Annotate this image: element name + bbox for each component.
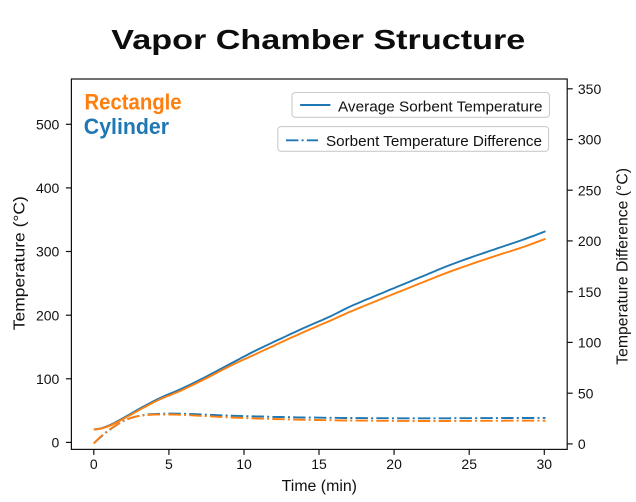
svg-text:20: 20	[386, 456, 402, 472]
svg-text:500: 500	[36, 117, 60, 133]
svg-text:5: 5	[165, 456, 173, 472]
svg-text:0: 0	[90, 456, 98, 472]
svg-text:Average Sorbent Temperature: Average Sorbent Temperature	[338, 99, 543, 115]
svg-text:Time (min): Time (min)	[282, 478, 357, 495]
svg-text:Cylinder: Cylinder	[84, 114, 170, 139]
svg-text:Rectangle: Rectangle	[85, 90, 182, 115]
svg-text:Temperature (°C): Temperature (°C)	[11, 196, 28, 330]
svg-text:Vapor Chamber Structure: Vapor Chamber Structure	[111, 24, 525, 55]
svg-text:200: 200	[36, 307, 60, 323]
svg-text:0: 0	[578, 436, 586, 452]
svg-text:200: 200	[578, 233, 602, 249]
svg-text:15: 15	[311, 456, 327, 472]
svg-text:150: 150	[578, 284, 602, 300]
svg-text:300: 300	[36, 244, 60, 260]
svg-text:Temperature Difference (°C): Temperature Difference (°C)	[615, 168, 632, 365]
svg-text:250: 250	[578, 182, 602, 198]
svg-text:30: 30	[537, 456, 553, 472]
svg-text:350: 350	[578, 81, 602, 97]
svg-text:100: 100	[578, 335, 602, 351]
svg-text:50: 50	[578, 385, 594, 401]
svg-text:25: 25	[461, 456, 477, 472]
svg-text:400: 400	[36, 180, 60, 196]
svg-text:300: 300	[578, 132, 602, 148]
svg-text:0: 0	[52, 435, 60, 451]
svg-text:10: 10	[236, 456, 252, 472]
svg-text:Sorbent Temperature Difference: Sorbent Temperature Difference	[326, 134, 542, 150]
svg-text:100: 100	[36, 371, 60, 387]
